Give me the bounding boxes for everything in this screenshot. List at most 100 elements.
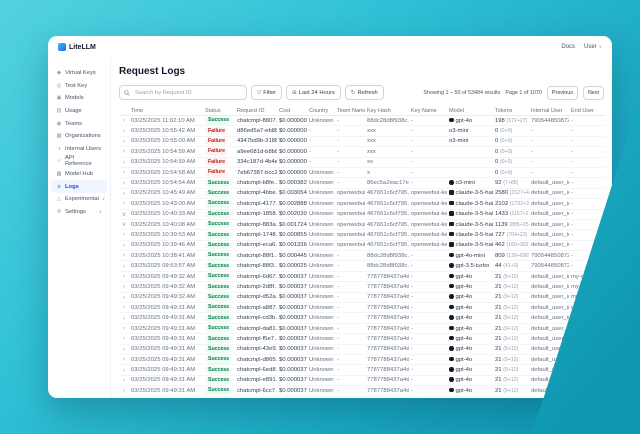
sidebar-item-api-reference[interactable]: ‹› API Reference	[51, 155, 107, 168]
expand-row-icon[interactable]: ›	[122, 376, 126, 384]
refresh-button[interactable]: ↻ Refresh	[344, 85, 384, 100]
expand-row-icon[interactable]: ›	[122, 304, 126, 312]
expand-row-icon[interactable]: ›	[122, 231, 126, 239]
cell-country: Unknown	[307, 323, 335, 335]
sidebar-item-experimental[interactable]: △ Experimental ∨	[51, 193, 107, 206]
sidebar-item-teams[interactable]: ◉ Teams	[51, 117, 107, 130]
expand-row-icon[interactable]: ›	[122, 189, 126, 197]
log-row[interactable]: › 03/25/2025 10:39:53 AM Success chatcmpl-1…	[119, 229, 605, 241]
cell-internal-user: default_user_id	[529, 292, 569, 304]
expand-row-icon[interactable]: ›	[122, 169, 126, 177]
log-row[interactable]: › 03/25/2025 10:54:59 AM Failure 334c187d-4…	[119, 157, 605, 168]
collapse-row-icon[interactable]: ∨	[121, 221, 127, 229]
log-row[interactable]: › 03/25/2025 10:45:49 AM Success chatcmpl-4…	[119, 188, 605, 200]
expand-row-icon[interactable]: ›	[122, 148, 126, 156]
collapse-row-icon[interactable]: ∨	[121, 210, 127, 218]
anthropic-logo-icon	[449, 231, 454, 237]
log-row[interactable]: › 03/25/2025 09:49:31 AM Success chatcmpl-f…	[119, 333, 605, 345]
litellm-logo[interactable]: LiteLLM	[58, 43, 96, 51]
log-row[interactable]: › 03/25/2025 09:49:32 AM Success chatcmpl-d…	[119, 292, 605, 304]
expand-row-icon[interactable]: ›	[122, 283, 126, 291]
expand-row-icon[interactable]: ›	[122, 366, 126, 374]
log-row[interactable]: ∨ 03/25/2025 10:40:33 AM Success chatcmpl-1…	[119, 209, 605, 220]
log-row[interactable]: › 03/25/2025 09:49:31 AM Success chatcmpl-e…	[119, 375, 605, 387]
tokens-detail: (704+23)	[506, 231, 528, 238]
previous-page-button[interactable]: Previous	[546, 85, 578, 100]
docs-link[interactable]: Docs	[561, 44, 576, 50]
expand-row-icon[interactable]: ›	[122, 252, 126, 260]
expand-row-icon[interactable]: ›	[122, 127, 126, 135]
cell-tokens: 198 (171+27)	[493, 115, 529, 127]
expand-row-icon[interactable]: ›	[122, 137, 126, 145]
cell-tokens: 21 (9+12)	[493, 323, 529, 335]
sidebar-item-settings[interactable]: ⚙ Settings ∨	[51, 206, 107, 219]
log-row[interactable]: › 03/25/2025 09:49:31 AM Success chatcmpl-d…	[119, 354, 605, 366]
expand-row-icon[interactable]: ›	[122, 262, 126, 270]
expand-row-icon[interactable]: ›	[122, 117, 126, 125]
expand-row-icon[interactable]: ›	[122, 356, 126, 364]
test-key-icon: ◎	[56, 82, 62, 89]
search-request-id-box[interactable]	[119, 85, 247, 100]
log-row[interactable]: › 03/25/2025 09:49:31 AM Success chatcmpl-6…	[119, 385, 605, 397]
log-row[interactable]: › 03/25/2025 10:54:58 AM Failure 7eb67387-b…	[119, 167, 605, 179]
log-row[interactable]: › 03/25/2025 10:54:59 AM Failure a9ee681d-b…	[119, 146, 605, 158]
expand-row-icon[interactable]: ›	[122, 345, 126, 353]
log-row[interactable]: ›03/25/2025 09:49:31 AMSuccesschatcmpl-7…	[119, 396, 605, 398]
cell-expander: ›	[119, 396, 129, 398]
log-row[interactable]: › 03/25/2025 10:55:00 AM Failure 4347bd9b-3…	[119, 136, 605, 148]
log-row[interactable]: › 03/25/2025 11:02:10 AM Success chatcmpl-8…	[119, 115, 605, 127]
expand-row-icon[interactable]: ›	[122, 158, 126, 166]
sidebar-item-usage[interactable]: ▤ Usage	[51, 105, 107, 118]
log-row[interactable]: ∨ 03/25/2025 10:40:08 AM Success chatcmpl-8…	[119, 219, 605, 231]
expand-row-icon[interactable]: ›	[122, 179, 126, 187]
sidebar-item-internal-users[interactable]: ◑ Internal Users	[51, 143, 107, 156]
log-row[interactable]: › 03/25/2025 09:49:31 AM Success chatcmpl-d…	[119, 323, 605, 335]
expand-row-icon[interactable]: ›	[122, 273, 126, 281]
cell-internal-user: -	[529, 157, 569, 168]
user-menu[interactable]: User ∨	[584, 44, 602, 50]
cell-model: gpt-4o	[447, 271, 493, 283]
expand-row-icon[interactable]: ›	[122, 200, 126, 208]
time-range-button[interactable]: ⊞ Last 24 Hours	[286, 85, 341, 100]
log-row[interactable]: › 03/25/2025 09:49:31 AM Success chatcmpl-a…	[119, 302, 605, 314]
expand-row-icon[interactable]: ›	[122, 314, 126, 322]
log-row[interactable]: › 03/25/2025 10:43:00 AM Success chatcmpl-4…	[119, 198, 605, 210]
sidebar-item-logs[interactable]: ≡ Logs	[51, 180, 107, 193]
sidebar-item-label: API Reference	[65, 155, 92, 168]
log-row[interactable]: › 03/25/2025 10:39:46 AM Success chatcmpl-e…	[119, 240, 605, 252]
sidebar-item-models[interactable]: ▣ Models	[51, 92, 107, 105]
status-badge: Failure	[205, 158, 229, 167]
log-row[interactable]: › 03/25/2025 09:53:57 AM Success chatcmpl-8…	[119, 260, 605, 272]
expand-row-icon[interactable]: ›	[122, 293, 126, 301]
sidebar-item-virtual-keys[interactable]: ◆ Virtual Keys	[51, 67, 107, 80]
log-row[interactable]: › 03/25/2025 09:49:31 AM Success chatcmpl-c…	[119, 312, 605, 324]
expand-row-icon[interactable]: ›	[122, 325, 126, 332]
log-row[interactable]: › 03/25/2025 10:54:54 AM Success chatcmpl-b…	[119, 177, 605, 189]
filter-button[interactable]: ▽ Filter	[251, 85, 283, 100]
cell-end-user: my-new-end-user-1	[569, 292, 605, 304]
log-row[interactable]: › 03/25/2025 09:49:32 AM Success chatcmpl-2…	[119, 281, 605, 293]
results-count: Showing 1 – 50 of 53484 results	[423, 89, 501, 96]
cell-status: Success	[203, 250, 235, 262]
next-page-button[interactable]: Next	[582, 85, 604, 100]
sidebar-item-test-key[interactable]: ◎ Test Key	[51, 80, 107, 93]
sidebar-item-label: Organizations	[65, 133, 101, 140]
log-row[interactable]: › 03/25/2025 09:49:31 AM Success chatcmpl-6…	[119, 364, 605, 376]
openai-logo-icon	[449, 387, 454, 393]
search-input[interactable]	[133, 88, 242, 97]
expand-row-icon[interactable]: ›	[122, 241, 126, 249]
log-row[interactable]: › 03/25/2025 10:55:42 AM Failure d86ed5a7-e…	[119, 125, 605, 137]
log-row[interactable]: › 03/25/2025 09:49:32 AM Success chatcmpl-6…	[119, 271, 605, 283]
expand-row-icon[interactable]: ›	[122, 387, 126, 395]
openai-logo-icon	[449, 180, 454, 185]
cell-request-id: chatcmpl-77e1…	[235, 396, 277, 398]
log-row[interactable]: › 03/25/2025 09:49:31 AM Success chatcmpl-4…	[119, 344, 605, 356]
cell-expander: ›	[119, 250, 129, 262]
cell-expander: ›	[119, 198, 129, 210]
cell-country: -	[307, 146, 335, 158]
sidebar-item-organizations[interactable]: ▦ Organizations	[51, 130, 107, 143]
log-row[interactable]: › 03/25/2025 10:38:41 AM Success chatcmpl-8…	[119, 250, 605, 262]
expand-row-icon[interactable]: ›	[122, 335, 126, 343]
sidebar-item-model-hub[interactable]: ▩ Model Hub	[51, 168, 107, 181]
cell-expander: ›	[119, 157, 129, 168]
